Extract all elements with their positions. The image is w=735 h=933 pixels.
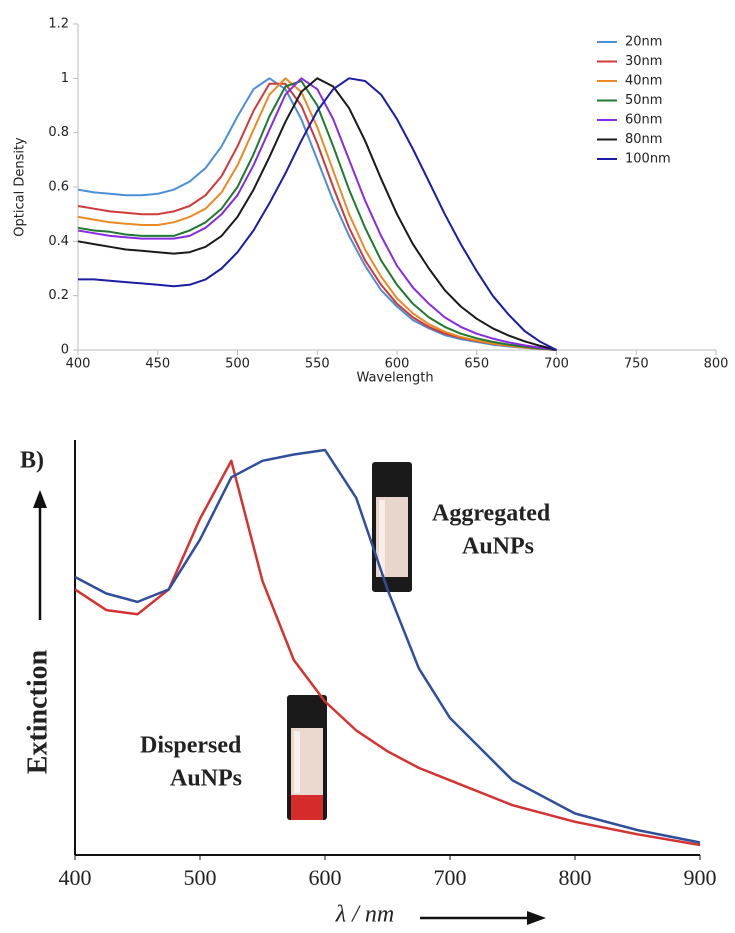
x-tick-label: 800 bbox=[559, 865, 592, 890]
legend-label: 40nm bbox=[625, 74, 662, 89]
y-axis-label: Optical Density bbox=[13, 137, 28, 237]
y-tick-label: 0 bbox=[61, 343, 69, 358]
x-tick-label: 600 bbox=[385, 357, 410, 372]
x-tick-label: 400 bbox=[59, 865, 92, 890]
vial-aggregated bbox=[372, 462, 412, 592]
x-tick-label: 450 bbox=[145, 357, 170, 372]
x-tick-label: 550 bbox=[305, 357, 330, 372]
y-arrow bbox=[33, 490, 47, 620]
x-tick-label: 600 bbox=[309, 865, 342, 890]
x-tick-label: 700 bbox=[544, 357, 569, 372]
x-tick-label: 800 bbox=[704, 357, 729, 372]
data-line bbox=[74, 448, 701, 844]
x-tick-label: 700 bbox=[434, 865, 467, 890]
legend-label: 30nm bbox=[625, 54, 662, 69]
x-tick-label: 900 bbox=[684, 865, 717, 890]
annotation: AuNPs bbox=[462, 534, 534, 560]
x-tick-label: 750 bbox=[624, 357, 649, 372]
panel-label: B) bbox=[20, 448, 44, 474]
x-arrow bbox=[420, 911, 546, 925]
y-tick-label: 0.4 bbox=[48, 234, 69, 249]
legend-label: 60nm bbox=[625, 113, 662, 128]
x-tick-label: 400 bbox=[66, 357, 91, 372]
x-axis-label: Wavelength bbox=[356, 371, 433, 386]
x-tick-label: 500 bbox=[184, 865, 217, 890]
legend-label: 50nm bbox=[625, 93, 662, 108]
x-axis-label: λ / nm bbox=[335, 902, 394, 928]
legend-label: 80nm bbox=[625, 132, 662, 147]
y-tick-label: 0.8 bbox=[48, 125, 69, 140]
y-tick-label: 1 bbox=[61, 71, 69, 86]
y-tick-label: 1.2 bbox=[48, 17, 69, 32]
x-tick-label: 650 bbox=[464, 357, 489, 372]
annotation: AuNPs bbox=[170, 766, 242, 792]
annotation: Aggregated bbox=[432, 501, 551, 527]
data-line bbox=[77, 80, 557, 351]
data-line bbox=[77, 77, 557, 351]
data-line bbox=[74, 459, 701, 847]
vial-dispersed bbox=[287, 695, 327, 820]
data-line bbox=[78, 77, 557, 351]
data-line bbox=[77, 77, 557, 351]
y-tick-label: 0.6 bbox=[48, 180, 69, 195]
annotation: Dispersed bbox=[140, 733, 242, 759]
x-tick-label: 500 bbox=[225, 357, 250, 372]
legend-label: 100nm bbox=[625, 152, 671, 167]
data-line bbox=[77, 77, 557, 351]
legend-label: 20nm bbox=[625, 35, 662, 50]
y-tick-label: 0.2 bbox=[48, 288, 69, 303]
y-axis-label: Extinction bbox=[22, 649, 53, 774]
data-line bbox=[77, 82, 557, 351]
